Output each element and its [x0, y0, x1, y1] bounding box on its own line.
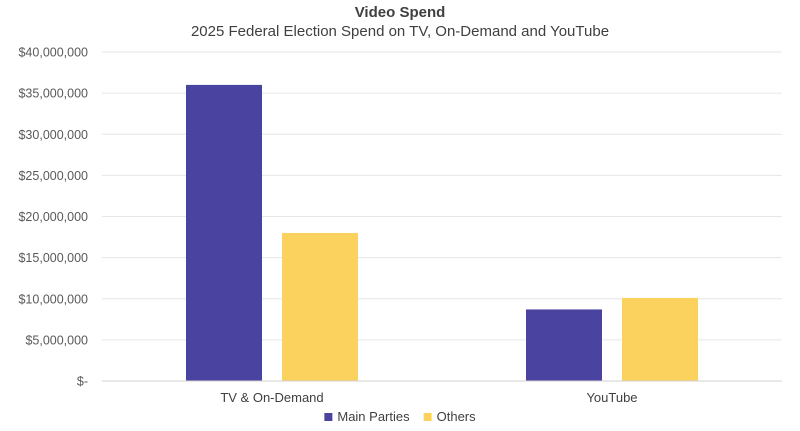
- y-tick-label: $30,000,000: [18, 128, 88, 142]
- legend-item: Main Parties: [324, 409, 410, 424]
- legend-item: Others: [423, 409, 477, 424]
- legend: Main Parties Others: [324, 409, 476, 424]
- y-tick-label: $5,000,000: [25, 333, 88, 347]
- bar-others-1: [622, 297, 698, 381]
- legend-swatch: [324, 413, 333, 421]
- legend-label: Main Parties: [337, 409, 410, 424]
- y-tick-label: $-: [77, 375, 88, 389]
- legend-swatch: [423, 413, 432, 421]
- y-tick-label: $25,000,000: [18, 169, 88, 183]
- bar-others-0: [282, 232, 358, 381]
- y-tick-label: $10,000,000: [18, 292, 88, 306]
- y-axis-tick-labels: $- $5,000,000 $10,000,000 $15,000,000 $20,00…: [18, 46, 88, 389]
- x-tick-label: YouTube: [586, 390, 637, 405]
- chart-subtitle: 2025 Federal Election Spend on TV, On-De…: [191, 23, 609, 40]
- chart-title: Video Spend: [355, 4, 446, 21]
- y-tick-label: $40,000,000: [18, 46, 88, 60]
- y-tick-label: $35,000,000: [18, 87, 88, 101]
- y-tick-label: $15,000,000: [18, 251, 88, 265]
- y-tick-label: $20,000,000: [18, 210, 88, 224]
- bar-main-parties-1: [526, 309, 602, 381]
- x-axis-tick-labels: TV & On-Demand YouTube: [220, 390, 637, 405]
- x-tick-label: TV & On-Demand: [220, 390, 323, 405]
- bars: [186, 84, 698, 382]
- legend-label: Others: [437, 409, 477, 424]
- bar-main-parties-0: [186, 84, 262, 382]
